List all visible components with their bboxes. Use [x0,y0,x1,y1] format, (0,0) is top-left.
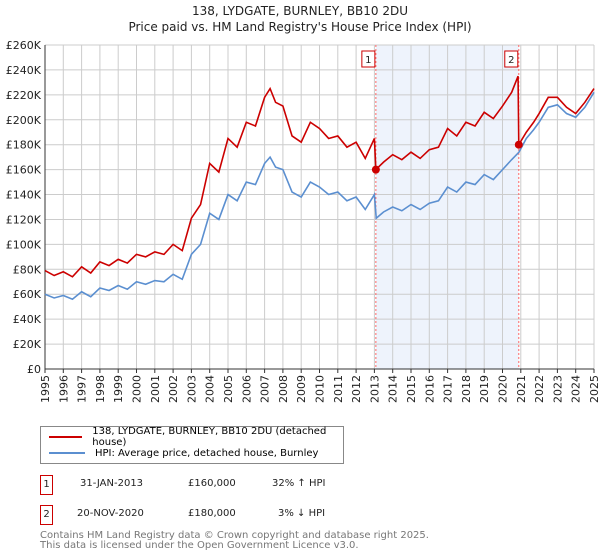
sale-point [371,165,380,174]
y-tick-label: £220K [6,89,42,102]
x-tick-label: 2003 [185,375,198,403]
x-tick-label: 1999 [112,375,125,403]
y-tick-label: £200K [6,114,42,127]
chart-subtitle: Price paid vs. HM Land Registry's House … [128,20,472,34]
x-tick-label: 2023 [551,375,564,403]
x-tick-label: 2007 [259,375,272,403]
x-tick-label: 2021 [515,375,528,403]
sale-label: 1 [365,55,371,66]
x-tick-label: 2019 [478,375,491,403]
sale-hpi-diff: 3% ↓ HPI [278,508,326,519]
y-tick-label: £120K [6,213,42,226]
legend: 138, LYDGATE, BURNLEY, BB10 2DU (detache… [40,426,344,464]
sale-date: 31-JAN-2013 [80,478,144,489]
x-tick-label: 2001 [149,375,162,403]
x-tick-label: 2014 [387,375,400,403]
x-tick-label: 2012 [350,375,363,403]
legend-swatch-red [49,436,83,438]
footer-line: This data is licensed under the Open Gov… [40,540,359,551]
sale-label: 2 [508,55,514,66]
x-tick-label: 2018 [460,375,473,403]
x-tick-label: 2013 [368,375,381,403]
x-tick-label: 1998 [94,375,107,403]
sale-price: £180,000 [188,508,236,519]
x-tick-label: 1996 [57,375,70,403]
sale-point [514,140,523,149]
x-tick-label: 2002 [167,375,180,403]
y-tick-label: £180K [6,139,42,152]
sale-hpi-diff: 32% ↑ HPI [272,478,326,489]
x-tick-label: 2024 [570,375,583,403]
y-tick-label: £160K [6,164,42,177]
y-tick-label: £60K [13,288,42,301]
sale-label-box [504,50,519,68]
x-tick-label: 2017 [442,375,455,403]
legend-label: 138, LYDGATE, BURNLEY, BB10 2DU (detache… [92,426,327,448]
sale-row: 1 31-JAN-2013 £160,000 32% ↑ HPI [40,475,400,495]
x-tick-label: 2006 [240,375,253,403]
sale-marker-box: 2 [40,505,53,525]
legend-swatch-blue [49,452,85,454]
x-tick-label: 2020 [497,375,510,403]
legend-item-price: 138, LYDGATE, BURNLEY, BB10 2DU (detache… [49,426,343,448]
sale-label-box [361,50,376,68]
y-tick-label: £140K [6,189,42,202]
y-tick-label: £100K [6,238,42,251]
y-tick-label: £80K [13,263,42,276]
y-tick-label: £20K [13,338,42,351]
x-tick-label: 1995 [39,375,52,403]
chart-title: 138, LYDGATE, BURNLEY, BB10 2DU [191,4,409,18]
sale-row: 2 20-NOV-2020 £180,000 3% ↓ HPI [40,505,400,525]
y-tick-label: £260K [6,39,42,52]
chart: 1995 1996 1997 1998 1999 2000 2001 2002 2003 2004… [6,39,600,403]
x-tick-label: 2008 [277,375,290,403]
hpi-line [44,91,595,301]
y-tick-label: £0 [27,363,41,376]
footer-line: Contains HM Land Registry data © Crown c… [40,530,429,541]
sale-price: £160,000 [188,478,236,489]
x-tick-label: 2004 [204,375,217,403]
x-tick-label: 1997 [76,375,89,403]
x-tick-label: 2011 [332,375,345,403]
x-tick-label: 2025 [588,375,600,403]
x-tick-label: 2005 [222,375,235,403]
x-tick-label: 2000 [131,375,144,403]
x-tick-label: 2015 [405,375,418,403]
sale-marker-box: 1 [40,475,53,495]
legend-label: HPI: Average price, detached house, Burn… [95,447,319,459]
y-tick-label: £240K [6,64,42,77]
x-tick-label: 2009 [295,375,308,403]
x-tick-label: 2016 [423,375,436,403]
x-tick-label: 2010 [314,375,327,403]
y-tick-label: £40K [13,313,42,326]
x-tick-label: 2022 [533,375,546,403]
legend-item-hpi: HPI: Average price, detached house, Burn… [49,446,318,460]
price-line [44,75,595,278]
sale-date: 20-NOV-2020 [77,508,144,519]
footer: Contains HM Land Registry data © Crown c… [40,531,429,551]
